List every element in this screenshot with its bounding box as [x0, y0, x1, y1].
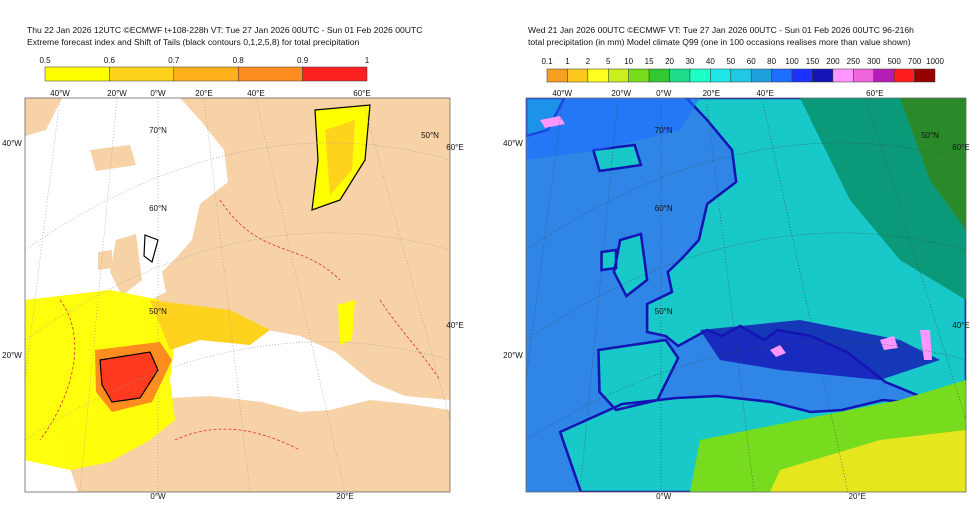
map-grid-label: 20°W	[107, 89, 127, 98]
colorbar-swatch	[302, 66, 368, 82]
colorbar-label: 50	[726, 57, 735, 66]
colorbar-label: 0.6	[104, 56, 116, 65]
map-grid-label: 70°N	[655, 126, 673, 135]
panel-subtitle: total precipitation (in mm) Model climat…	[528, 37, 911, 47]
colorbar-swatch	[853, 68, 874, 83]
colorbar-label: 10	[624, 57, 633, 66]
map-grid-label: 60°E	[446, 143, 463, 152]
colorbar: 0.5 0.6 0.7 0.8 0.9 1	[39, 56, 370, 82]
panel-title: Wed 21 Jan 2026 00UTC ©ECMWF VT: Tue 27 …	[528, 25, 914, 35]
map-grid-label: 20°E	[336, 492, 353, 501]
colorbar-label: 250	[847, 57, 861, 66]
map-grid-label: 40°E	[952, 321, 969, 330]
map-grid-label: 20°E	[195, 89, 212, 98]
panel-title: Thu 22 Jan 2026 12UTC ©ECMWF t+108-228h …	[27, 25, 422, 35]
map-grid-label: 0°W	[150, 89, 166, 98]
map-grid-label: 50°N	[149, 307, 167, 316]
colorbar-swatch	[567, 68, 589, 83]
map-grid-label: 40°E	[756, 89, 773, 98]
map-grid-label: 20°E	[849, 492, 866, 501]
colorbar-label: 0.5	[39, 56, 51, 65]
colorbar-swatch	[893, 68, 915, 83]
map	[526, 98, 966, 492]
map-grid-label: 60°E	[353, 89, 370, 98]
colorbar-label: 5	[606, 57, 611, 66]
map-frame	[525, 97, 967, 493]
map-grid-label: 20°W	[611, 89, 631, 98]
right-panel: Wed 21 Jan 2026 00UTC ©ECMWF VT: Tue 27 …	[503, 25, 970, 501]
colorbar-swatch	[628, 68, 650, 83]
colorbar-label: 0.7	[168, 56, 180, 65]
left-panel: Thu 22 Jan 2026 12UTC ©ECMWF t+108-228h …	[2, 25, 464, 501]
colorbar-swatch	[669, 68, 691, 83]
colorbar-swatch	[750, 68, 772, 83]
map-grid-label: 60°E	[866, 89, 883, 98]
map-grid-label: 60°E	[952, 143, 969, 152]
colorbar-label: 1	[565, 57, 570, 66]
map	[25, 98, 450, 492]
map-grid-label: 40°W	[2, 139, 22, 148]
colorbar-swatch	[771, 68, 793, 83]
colorbar-swatch	[648, 68, 670, 83]
colorbar-swatch	[587, 68, 609, 83]
colorbar-label: 500	[887, 57, 901, 66]
colorbar-label: 2	[586, 57, 591, 66]
colorbar-swatch	[832, 68, 854, 83]
colorbar-label: 200	[826, 57, 840, 66]
colorbar-label: 300	[867, 57, 881, 66]
colorbar-label: 700	[908, 57, 922, 66]
colorbar-label: 0.1	[541, 57, 553, 66]
map-grid-label: 0°W	[656, 492, 672, 501]
colorbar-swatch	[710, 68, 732, 83]
map-grid-label: 40°E	[247, 89, 264, 98]
colorbar-label: 1000	[926, 57, 944, 66]
colorbar-label: 30	[685, 57, 694, 66]
colorbar-swatch	[689, 68, 711, 83]
colorbar-label: 0.9	[297, 56, 309, 65]
colorbar-swatch	[546, 68, 568, 83]
colorbar-swatch	[44, 66, 110, 82]
map-grid-label: 50°N	[655, 307, 673, 316]
map-grid-label: 20°E	[703, 89, 720, 98]
map-grid-label: 70°N	[149, 126, 167, 135]
colorbar-swatch	[608, 68, 629, 83]
map-grid-label: 20°W	[503, 351, 523, 360]
colorbar-swatch	[237, 66, 303, 82]
map-grid-label: 50°N	[921, 131, 939, 140]
colorbar-swatch	[873, 68, 895, 83]
colorbar-label: 60	[747, 57, 756, 66]
map-grid-label: 60°N	[149, 204, 167, 213]
map-grid-label: 0°W	[150, 492, 166, 501]
map-grid-label: 40°E	[446, 321, 463, 330]
colorbar-swatch	[791, 68, 813, 83]
colorbar-label: 100	[785, 57, 799, 66]
map-grid-label: 50°N	[421, 131, 439, 140]
colorbar-label: 15	[645, 57, 654, 66]
map-grid-label: 40°W	[552, 89, 572, 98]
colorbar-swatch	[812, 68, 834, 83]
map-frame	[24, 97, 451, 493]
colorbar-swatch	[109, 66, 175, 82]
map-grid-label: 60°N	[655, 204, 673, 213]
colorbar-label: 0.8	[233, 56, 245, 65]
colorbar-swatch	[173, 66, 239, 82]
map-grid-label: 40°W	[50, 89, 70, 98]
colorbar-label: 40	[706, 57, 715, 66]
map-grid-label: 40°W	[503, 139, 523, 148]
colorbar-swatch	[914, 68, 936, 83]
map-grid-label: 0°W	[656, 89, 672, 98]
colorbar-label: 20	[665, 57, 674, 66]
colorbar-swatch	[730, 68, 752, 83]
colorbar-label: 150	[806, 57, 820, 66]
panel-subtitle: Extreme forecast index and Shift of Tail…	[27, 37, 360, 47]
colorbar-label: 1	[365, 56, 370, 65]
colorbar: 0.1 1 2 5 10 15 20 30 40 50 60 80 100 150 200 250 300 500…	[541, 57, 944, 83]
colorbar-label: 80	[767, 57, 776, 66]
map-grid-label: 20°W	[2, 351, 22, 360]
